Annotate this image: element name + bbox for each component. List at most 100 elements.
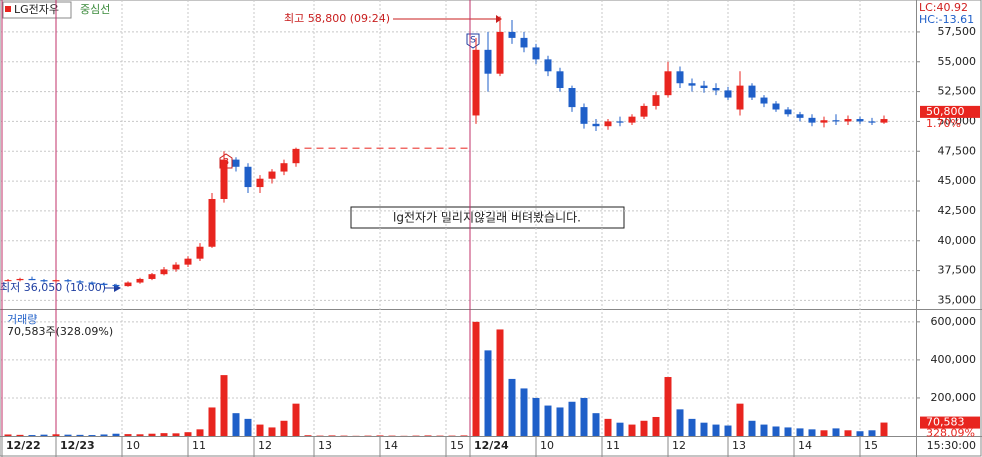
candle-body (556, 71, 564, 89)
candle-body (208, 198, 216, 247)
volume-bar (88, 435, 96, 436)
volume-bar (160, 433, 168, 436)
candle-body (136, 278, 144, 283)
candle-body (616, 121, 624, 123)
candle-body (340, 147, 348, 149)
volume-bar (28, 435, 36, 436)
candle-body (76, 281, 84, 283)
volume-bar (688, 418, 696, 436)
time-label: 15:30:00 (927, 439, 976, 452)
candle-body (232, 159, 240, 167)
y2-tick-label: 400,000 (931, 353, 977, 366)
volume-bar (868, 430, 876, 436)
volume-bar (592, 413, 600, 436)
memo-text: lg전자가 밀리지않길래 버텨봤습니다. (393, 211, 581, 225)
volume-bar (568, 401, 576, 436)
candle-body (808, 117, 816, 123)
candle-body (880, 119, 888, 123)
legend-box[interactable] (2, 1, 72, 19)
volume-ratio-label: 328.09% (926, 427, 975, 440)
volume-bar (424, 435, 432, 436)
candle-body (604, 121, 612, 127)
candle-body (652, 95, 660, 106)
volume-bar (856, 431, 864, 436)
candle-body (316, 147, 324, 149)
candle-body (784, 109, 792, 115)
volume-bar (40, 434, 48, 436)
volume-bar (100, 434, 108, 436)
volume-bar (748, 420, 756, 436)
volume-bar (148, 433, 156, 436)
candle-body (520, 37, 528, 48)
candle-body (376, 147, 384, 149)
volume-bar (136, 434, 144, 436)
candle-body (196, 246, 204, 259)
candle-body (856, 119, 864, 122)
y-tick-label: 37,500 (938, 264, 977, 277)
low-annotation: 최저 36,050 (10:00) (0, 281, 106, 294)
volume-bar (760, 424, 768, 436)
x-tick-label: 13 (318, 439, 332, 452)
high-arrowhead (496, 15, 502, 23)
volume-bar (544, 405, 552, 436)
y-tick-label: 55,000 (938, 55, 977, 68)
candle-body (592, 123, 600, 127)
volume-bar (16, 434, 24, 436)
volume-bar (772, 426, 780, 436)
volume-bar (724, 425, 732, 436)
candle-body (412, 147, 420, 149)
volume-bar (292, 403, 300, 436)
x-tick-label: 12/24 (474, 439, 509, 452)
volume-info: 70,583주(328.09%) (7, 325, 113, 338)
candle-body (172, 264, 180, 270)
candle-body (256, 178, 264, 188)
candle-body (640, 105, 648, 117)
candle-body (544, 59, 552, 72)
volume-bar (460, 435, 468, 436)
candle-body (676, 71, 684, 84)
x-tick-label: 12 (258, 439, 272, 452)
volume-bar (124, 434, 132, 436)
volume-bar (256, 424, 264, 436)
x-tick-label: 10 (540, 439, 554, 452)
volume-bar (640, 420, 648, 436)
candle-body (700, 85, 708, 89)
candle-body (580, 107, 588, 124)
x-tick-label: 15 (450, 439, 464, 452)
memo-box[interactable] (350, 206, 625, 229)
candle-body (844, 119, 852, 122)
volume-bar (664, 377, 672, 436)
x-tick-label: 14 (384, 439, 398, 452)
y-tick-label: 57,500 (938, 25, 977, 38)
x-tick-label: 12/22 (6, 439, 41, 452)
y-tick-label: 42,500 (938, 204, 977, 217)
volume-bar (4, 434, 12, 436)
current-volume-label: 70,583 (926, 416, 965, 429)
candle-body (124, 282, 132, 287)
candle-body (460, 147, 468, 149)
candle-body (832, 120, 840, 122)
candle-body (688, 83, 696, 86)
current-price-box (920, 105, 980, 118)
candle-body (280, 163, 288, 172)
candle-body (508, 31, 516, 38)
candle-body (436, 147, 444, 149)
sell-marker-letter: S (470, 36, 476, 46)
volume-bar (172, 433, 180, 436)
y2-tick-label: 200,000 (931, 391, 977, 404)
x-tick-label: 13 (732, 439, 746, 452)
volume-title: 거래량 (7, 313, 37, 326)
candle-body (64, 280, 72, 282)
volume-bar (616, 422, 624, 436)
legend-series: LG전자우 (14, 3, 59, 16)
volume-bar (244, 418, 252, 436)
volume-bar (832, 428, 840, 436)
y2-tick-label: 600,000 (931, 315, 977, 328)
candle-body (664, 71, 672, 96)
candle-body (772, 103, 780, 110)
volume-bar (676, 409, 684, 436)
candle-body (796, 114, 804, 118)
volume-bar (304, 435, 312, 436)
candle-body (244, 166, 252, 188)
